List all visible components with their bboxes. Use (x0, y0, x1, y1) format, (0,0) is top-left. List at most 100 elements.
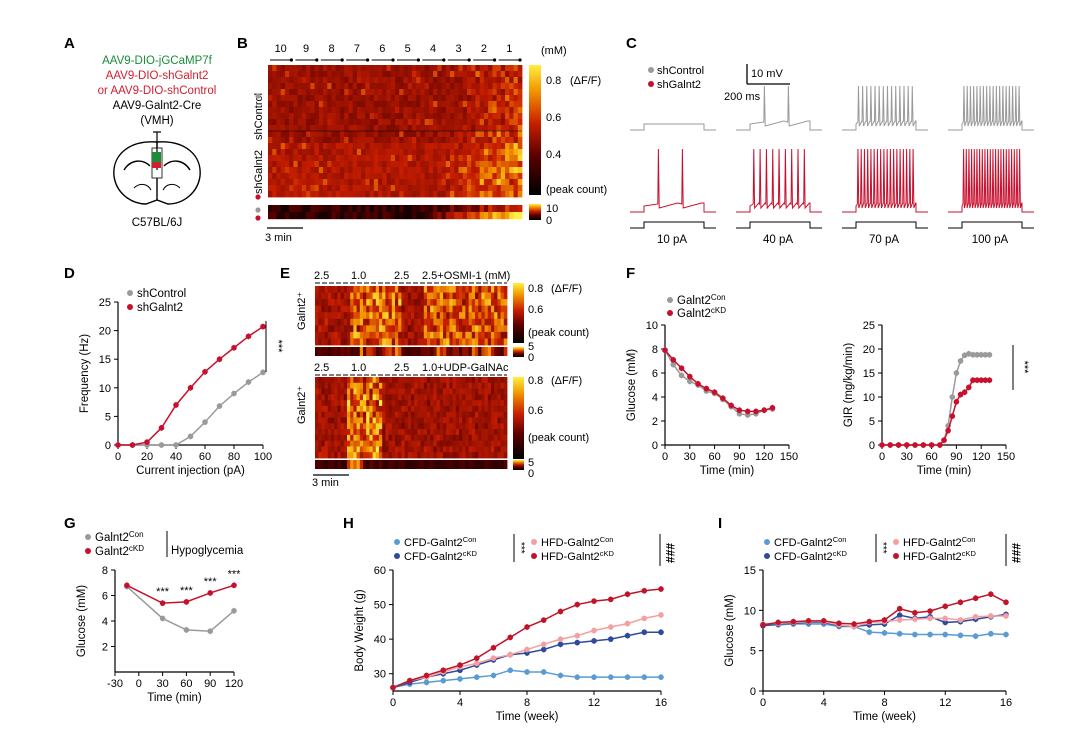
heatmap-cell (395, 411, 399, 418)
data-point (406, 677, 413, 684)
heatmap-cell (455, 292, 460, 300)
heatmap-cell (356, 338, 361, 346)
heatmap-cell (437, 173, 442, 180)
legend-dot (764, 553, 770, 559)
heatmap-cell (335, 191, 341, 198)
heatmap-cell (427, 434, 431, 442)
heatmap-cell (334, 423, 338, 430)
heatmap-cell (466, 131, 472, 138)
heatmap-cell (373, 191, 379, 198)
data-point (790, 618, 797, 625)
heatmap-cell (372, 299, 377, 307)
heatmap-cell (356, 382, 361, 389)
heatmap-cell (395, 423, 399, 430)
heatmap-cell (399, 119, 404, 126)
heatmap-cell (318, 119, 324, 126)
heatmap-cell (468, 305, 473, 313)
heatmap-cell (481, 394, 485, 401)
scalebar-voltage-label: 10 mV (751, 68, 783, 80)
heatmap-cell (297, 143, 303, 150)
peak-cell (363, 460, 367, 469)
group-dot-control (255, 93, 261, 99)
heatmap-cell (395, 101, 400, 108)
heatmap-cell (513, 65, 519, 72)
peak-cell (331, 212, 337, 220)
heatmap-cell (404, 429, 409, 436)
heatmap-cell (445, 143, 451, 150)
heatmap-cell (462, 388, 466, 395)
peak-cell (430, 460, 434, 469)
heatmap-cell (272, 185, 277, 192)
heatmap-cell (361, 83, 366, 90)
heatmap-cell (331, 89, 337, 96)
heatmap-cell (483, 143, 489, 150)
heatmap-cell (483, 113, 489, 120)
heatmap-cell (458, 179, 464, 186)
heatmap-cell (321, 299, 325, 307)
heatmap-cell (455, 452, 460, 459)
heatmap-cell (430, 446, 434, 453)
x-tick-label: 0 (662, 451, 668, 463)
heatmap-cell (449, 429, 453, 436)
heatmap-cell (272, 119, 277, 126)
heatmap-cell (454, 95, 459, 102)
heatmap-cell (443, 325, 447, 333)
heatmap-cell (327, 149, 332, 156)
heatmap-cell (517, 191, 523, 198)
heatmap-cell (344, 83, 349, 90)
heatmap-cell (479, 71, 485, 78)
heatmap-cell (385, 429, 389, 436)
heatmap-cell (427, 286, 431, 293)
heatmap-cell (420, 95, 426, 102)
heatmap-cell (488, 83, 493, 90)
heatmap-cell (465, 434, 469, 442)
heatmap-cell (433, 417, 437, 424)
heatmap-cell (481, 434, 485, 442)
heatmap-cell (344, 119, 349, 126)
heatmap-cell (509, 125, 514, 132)
heatmap-cell (509, 179, 514, 186)
heatmap-cell (340, 318, 345, 326)
heatmap-cell (513, 149, 519, 156)
heatmap-cell (315, 446, 319, 453)
heatmap-cell (446, 400, 450, 407)
heatmap-cell (352, 191, 358, 198)
data-point (937, 442, 943, 448)
heatmap-cell (324, 292, 329, 300)
heatmap-cell (517, 119, 523, 126)
heatmap-cell (314, 179, 320, 186)
heatmap-cell (352, 155, 358, 162)
x-tick-label: 16 (1000, 697, 1012, 709)
heatmap-cell (466, 179, 472, 186)
heatmap-cell (280, 101, 286, 108)
heatmap-cell (363, 429, 367, 436)
heatmap-cell (284, 137, 290, 144)
heatmap-cell (420, 394, 425, 401)
heatmap-cell (398, 429, 402, 436)
data-point (490, 672, 497, 679)
heatmap-cell (462, 440, 466, 447)
peak-cell (471, 205, 476, 213)
heatmap-cell (484, 429, 489, 436)
heatmap-cell (411, 125, 417, 132)
heatmap-cell (449, 411, 453, 418)
heatmap-cell (433, 377, 437, 384)
heatmap-cell (497, 312, 501, 320)
heatmap-cell (423, 440, 428, 447)
heatmap-cell (475, 185, 481, 192)
peak-cell (335, 212, 341, 220)
data-point (507, 634, 514, 641)
heatmap-cell (378, 143, 383, 150)
heatmap-cell (455, 440, 460, 447)
heatmap-cell (428, 119, 434, 126)
heatmap-cell (385, 400, 389, 407)
heatmap-cell (334, 292, 338, 300)
y-tick-label: 20 (99, 326, 111, 338)
heatmap-cell (420, 292, 425, 300)
heatmap-cell (334, 305, 338, 313)
heatmap-cell (340, 292, 345, 300)
data-point (927, 615, 933, 622)
peak-cell (373, 205, 379, 213)
heatmap-cell (369, 312, 373, 320)
